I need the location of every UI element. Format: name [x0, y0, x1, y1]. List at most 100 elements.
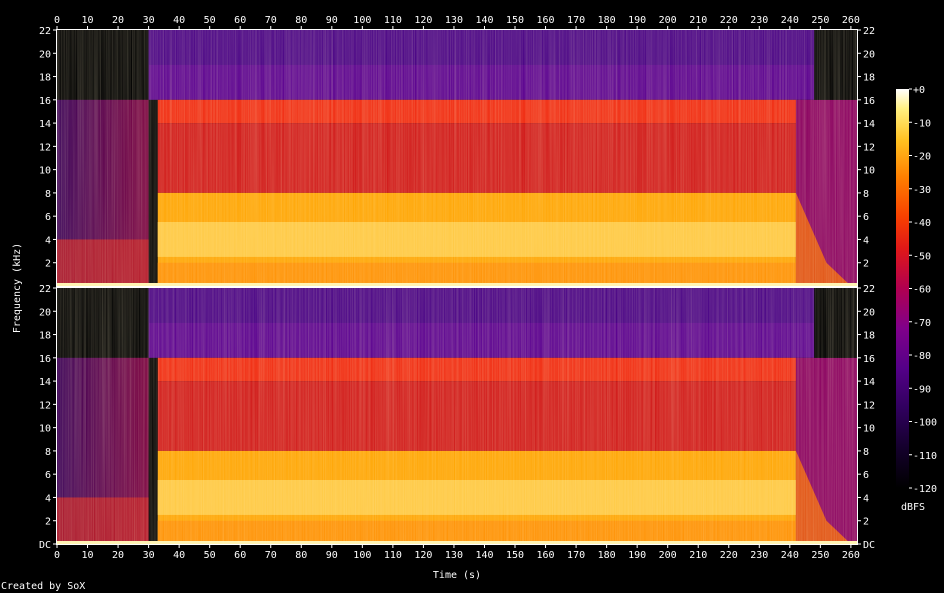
colorbar-tick-label: -70	[913, 318, 931, 329]
y-tick-right-label: 16	[863, 354, 875, 365]
x-tick-bottom-label: 200	[659, 550, 677, 561]
y-tick-right-label: 4	[863, 235, 869, 246]
x-tick-top-label: 190	[628, 15, 646, 26]
x-tick-top-label: 10	[82, 15, 94, 26]
x-tick-top-label: 120	[414, 15, 432, 26]
y-tick-right-label: 8	[863, 447, 869, 458]
y-tick-right-label: 10	[863, 424, 875, 435]
x-tick-top-label: 40	[173, 15, 185, 26]
x-tick-bottom-label: 50	[204, 550, 216, 561]
y-tick-right-label: 12	[863, 400, 875, 411]
x-tick-bottom-label: 40	[173, 550, 185, 561]
colorbar-tick-label: -100	[913, 418, 937, 429]
y-tick-right-label: 22	[863, 284, 875, 295]
colorbar-tick-label: -110	[913, 451, 937, 462]
y-tick-left-label: 18	[39, 73, 51, 84]
y-tick-right-label: 14	[863, 119, 875, 130]
x-tick-top-label: 170	[567, 15, 585, 26]
x-tick-top-label: 200	[659, 15, 677, 26]
y-tick-right-label: 14	[863, 377, 875, 388]
x-tick-top-label: 230	[750, 15, 768, 26]
y-tick-right-label: DC	[863, 540, 875, 551]
x-tick-top-label: 20	[112, 15, 124, 26]
x-tick-bottom-label: 230	[750, 550, 768, 561]
x-axis-top: 0 10 20 30 40 50 60 70 80 90 100 110 120 130 140 150 160…	[54, 15, 860, 30]
y-tick-left-label: 12	[39, 400, 51, 411]
x-tick-bottom-label: 70	[265, 550, 277, 561]
y-tick-left-label: 20	[39, 307, 51, 318]
x-tick-top-label: 130	[445, 15, 463, 26]
y-tick-left-label: 20	[39, 49, 51, 60]
y-tick-left-label: 14	[39, 377, 51, 388]
y-tick-right-label: 8	[863, 189, 869, 200]
y-tick-right-label: 16	[863, 96, 875, 107]
spectrogram-channel-2	[56, 287, 858, 545]
x-tick-top-label: 60	[234, 15, 246, 26]
y-tick-left-label: 2	[45, 517, 51, 528]
x-tick-bottom-label: 170	[567, 550, 585, 561]
y-tick-right-label: 6	[863, 470, 869, 481]
x-tick-top-label: 140	[475, 15, 493, 26]
colorbar-tick-label: -50	[913, 251, 931, 262]
y-tick-right-label: 22	[863, 26, 875, 37]
x-tick-bottom-label: 140	[475, 550, 493, 561]
y-tick-left-label: 6	[45, 470, 51, 481]
x-tick-bottom-label: 100	[353, 550, 371, 561]
x-tick-top-label: 90	[326, 15, 338, 26]
x-tick-top-label: 110	[384, 15, 402, 26]
x-tick-bottom-label: 150	[506, 550, 524, 561]
x-tick-bottom-label: 240	[781, 550, 799, 561]
y-tick-left-label: 6	[45, 212, 51, 223]
y-tick-right-label: 2	[863, 259, 869, 270]
x-tick-top-label: 150	[506, 15, 524, 26]
colorbar-tick-label: +0	[913, 85, 925, 96]
y-tick-left-label: 10	[39, 166, 51, 177]
colorbar-tick-label: -90	[913, 384, 931, 395]
y-axis-label: Frequency (kHz)	[12, 243, 23, 333]
x-tick-top-label: 50	[204, 15, 216, 26]
x-tick-bottom-label: 30	[143, 550, 155, 561]
x-tick-top-label: 260	[842, 15, 860, 26]
y-tick-right-label: 10	[863, 166, 875, 177]
colorbar-label: dBFS	[901, 502, 925, 513]
colorbar: +0 -10 -20 -30 -40 -50 -60 -70 -80 -90 -100 -110 -12…	[896, 85, 937, 495]
colorbar-tick-label: -60	[913, 285, 931, 296]
y-tick-left-label: 10	[39, 424, 51, 435]
y-tick-left-label: 16	[39, 96, 51, 107]
x-tick-bottom-label: 210	[689, 550, 707, 561]
y-tick-left-label: 18	[39, 331, 51, 342]
x-tick-top-label: 220	[720, 15, 738, 26]
y-tick-right-label: 20	[863, 307, 875, 318]
x-tick-bottom-label: 120	[414, 550, 432, 561]
x-tick-bottom-label: 20	[112, 550, 124, 561]
x-tick-bottom-label: 110	[384, 550, 402, 561]
x-tick-bottom-label: 10	[82, 550, 94, 561]
x-tick-bottom-label: 160	[537, 550, 555, 561]
x-tick-top-label: 250	[811, 15, 829, 26]
x-tick-top-label: 0	[54, 15, 60, 26]
colorbar-tick-label: -40	[913, 218, 931, 229]
x-tick-bottom-label: 250	[811, 550, 829, 561]
x-tick-bottom-label: 130	[445, 550, 463, 561]
y-tick-left-label: 12	[39, 142, 51, 153]
colorbar-gradient	[896, 89, 909, 488]
y-tick-left-label: 14	[39, 119, 51, 130]
y-tick-right-label: 6	[863, 212, 869, 223]
x-tick-bottom-label: 180	[598, 550, 616, 561]
y-tick-right-label: 2	[863, 517, 869, 528]
x-tick-top-label: 240	[781, 15, 799, 26]
colorbar-tick-label: -20	[913, 152, 931, 163]
y-tick-left-label: 4	[45, 235, 51, 246]
y-tick-left-label: 4	[45, 493, 51, 504]
x-tick-bottom-label: 90	[326, 550, 338, 561]
y-tick-right-label: 12	[863, 142, 875, 153]
x-axis-label: Time (s)	[433, 570, 481, 581]
y-tick-left-label: 16	[39, 354, 51, 365]
x-tick-top-label: 100	[353, 15, 371, 26]
y-tick-left-label: 2	[45, 259, 51, 270]
x-tick-bottom-label: 190	[628, 550, 646, 561]
colorbar-tick-label: -120	[913, 484, 937, 495]
y-tick-right-label: 20	[863, 49, 875, 60]
